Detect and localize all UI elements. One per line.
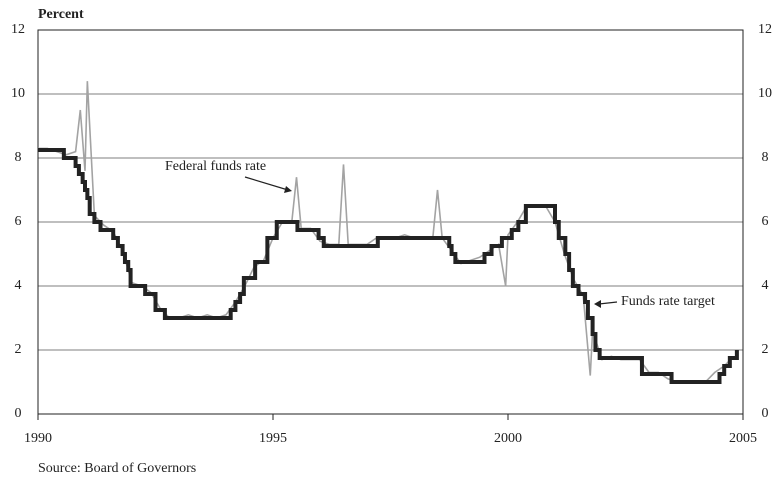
annotation-arrow [244, 176, 289, 191]
x-tick-label: 2000 [494, 431, 522, 446]
y-tick-label: 6 [15, 214, 22, 229]
target-line [38, 148, 739, 384]
arrow-head [284, 186, 292, 193]
y-tick-label-right: 4 [762, 278, 769, 293]
y-tick-label: 12 [11, 22, 25, 37]
x-tick-label: 1990 [24, 431, 52, 446]
plot-frame [37, 29, 744, 415]
y-axis-label: Percent [38, 7, 84, 22]
y-tick-label-right: 12 [758, 22, 772, 37]
y-tick-label: 4 [15, 278, 22, 293]
y-tick-label-right: 8 [762, 150, 769, 165]
y-tick-label: 2 [15, 342, 22, 357]
series-annotation: Federal funds rate [165, 159, 266, 174]
y-tick-label: 0 [15, 406, 22, 421]
arrow-head [594, 300, 601, 308]
y-tick-label: 8 [15, 150, 22, 165]
y-tick-label-right: 6 [762, 214, 769, 229]
x-tick-label: 2005 [729, 431, 757, 446]
y-tick-label: 10 [11, 86, 25, 101]
series-annotation: Funds rate target [621, 294, 715, 309]
annotation-arrow [598, 301, 618, 305]
y-tick-label-right: 2 [762, 342, 769, 357]
y-tick-label-right: 0 [762, 406, 769, 421]
y-tick-label-right: 10 [758, 86, 772, 101]
rate-line [38, 81, 735, 383]
x-tick-label: 1995 [259, 431, 287, 446]
source-note: Source: Board of Governors [38, 461, 196, 476]
